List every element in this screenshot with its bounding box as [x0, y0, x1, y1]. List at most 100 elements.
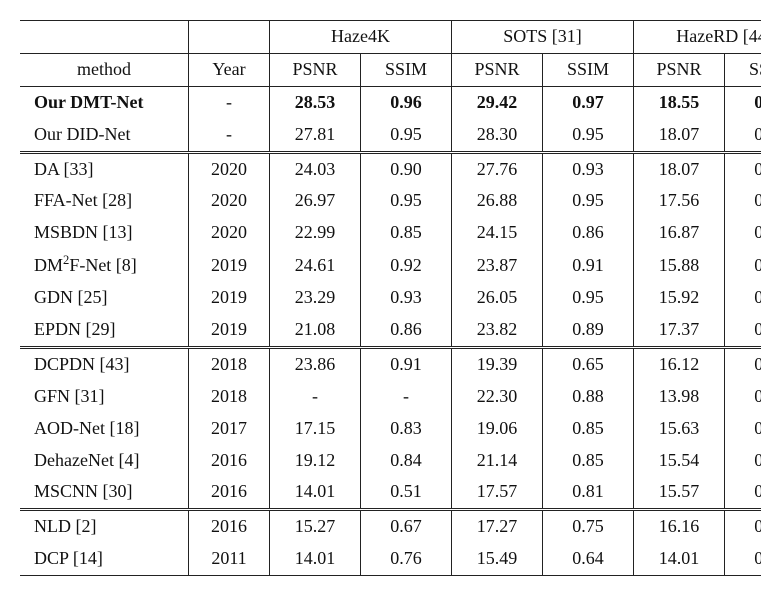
year-cell: 2019 [189, 282, 270, 314]
psnr-cell: 18.55 [634, 86, 725, 118]
ssim-header: SSIM [725, 53, 761, 86]
method-cell: EPDN [29] [20, 314, 189, 347]
psnr-cell: 17.15 [270, 413, 361, 445]
ssim-cell: 0.93 [543, 152, 634, 185]
ssim-cell: 0.84 [725, 119, 761, 152]
method-header: method [20, 53, 189, 86]
psnr-cell: 23.87 [452, 249, 543, 282]
ssim-cell: - [361, 381, 452, 413]
psnr-cell: 26.88 [452, 185, 543, 217]
table-row: Our DID-Net-27.810.9528.300.9518.070.84 [20, 119, 761, 152]
table-row: MSCNN [30]201614.010.5117.570.8115.570.4… [20, 476, 761, 509]
dataset-hazerd: HazeRD [44] [634, 21, 761, 54]
year-cell: - [189, 119, 270, 152]
psnr-header: PSNR [452, 53, 543, 86]
psnr-cell: 16.12 [634, 347, 725, 380]
psnr-cell: 17.56 [634, 185, 725, 217]
psnr-cell: 24.61 [270, 249, 361, 282]
ssim-cell: 0.83 [361, 413, 452, 445]
method-cell: GDN [25] [20, 282, 189, 314]
ssim-cell: 0.86 [361, 314, 452, 347]
ssim-cell: 0.74 [725, 249, 761, 282]
year-cell: 2018 [189, 347, 270, 380]
method-cell: DCPDN [43] [20, 347, 189, 380]
psnr-cell: 18.07 [634, 119, 725, 152]
ssim-cell: 0.85 [725, 86, 761, 118]
method-cell: NLD [2] [20, 510, 189, 543]
year-cell: 2019 [189, 249, 270, 282]
psnr-cell: 26.97 [270, 185, 361, 217]
ssim-cell: 0.95 [543, 185, 634, 217]
ssim-cell: 0.85 [543, 413, 634, 445]
psnr-cell: 28.53 [270, 86, 361, 118]
ssim-cell: 0.67 [361, 510, 452, 543]
ssim-cell: 0.95 [543, 119, 634, 152]
header-datasets-row: Haze4K SOTS [31] HazeRD [44] [20, 21, 761, 54]
table-row: MSBDN [13]202022.990.8524.150.8616.870.7… [20, 217, 761, 249]
ssim-cell: 0.51 [361, 476, 452, 509]
psnr-cell: 15.88 [634, 249, 725, 282]
method-cell: MSBDN [13] [20, 217, 189, 249]
ssim-cell: 0.41 [725, 445, 761, 477]
psnr-cell: 15.27 [270, 510, 361, 543]
ssim-cell: 0.64 [543, 543, 634, 575]
ssim-cell: 0.84 [361, 445, 452, 477]
ssim-cell: 0.42 [725, 476, 761, 509]
ssim-cell: 0.97 [543, 86, 634, 118]
method-cell: FFA-Net [28] [20, 185, 189, 217]
ssim-cell: 0.92 [361, 249, 452, 282]
ssim-cell: 0.85 [543, 445, 634, 477]
table-row: DM2F-Net [8]201924.610.9223.870.9115.880… [20, 249, 761, 282]
ssim-cell: 0.75 [543, 510, 634, 543]
psnr-cell: - [270, 381, 361, 413]
method-cell: MSCNN [30] [20, 476, 189, 509]
table-row: GDN [25]201923.290.9326.050.9515.920.77 [20, 282, 761, 314]
table-row: EPDN [29]201921.080.8623.820.8917.370.56 [20, 314, 761, 347]
ssim-cell: 0.58 [725, 510, 761, 543]
year-cell: 2016 [189, 510, 270, 543]
method-cell: DehazeNet [4] [20, 445, 189, 477]
psnr-header: PSNR [634, 53, 725, 86]
psnr-header: PSNR [270, 53, 361, 86]
dataset-haze4k: Haze4K [270, 21, 452, 54]
table-row: AOD-Net [18]201717.150.8319.060.8515.630… [20, 413, 761, 445]
ssim-cell: 0.34 [725, 347, 761, 380]
year-cell: 2020 [189, 217, 270, 249]
psnr-cell: 17.57 [452, 476, 543, 509]
ssim-cell: 0.95 [361, 185, 452, 217]
year-cell: 2020 [189, 185, 270, 217]
ssim-header: SSIM [543, 53, 634, 86]
table-header: Haze4K SOTS [31] HazeRD [44] method Year… [20, 21, 761, 87]
table-row: NLD [2]201615.270.6717.270.7516.160.58 [20, 510, 761, 543]
ssim-cell: 0.91 [543, 249, 634, 282]
psnr-cell: 29.42 [452, 86, 543, 118]
ssim-cell: 0.76 [361, 543, 452, 575]
year-cell: 2018 [189, 381, 270, 413]
year-cell: 2017 [189, 413, 270, 445]
psnr-cell: 21.14 [452, 445, 543, 477]
table-body: Our DMT-Net-28.530.9629.420.9718.550.85O… [20, 86, 761, 575]
psnr-cell: 15.63 [634, 413, 725, 445]
method-cell: DM2F-Net [8] [20, 249, 189, 282]
psnr-cell: 24.03 [270, 152, 361, 185]
method-cell: Our DMT-Net [20, 86, 189, 118]
table-row: FFA-Net [28]202026.970.9526.880.9517.560… [20, 185, 761, 217]
table-row: Our DMT-Net-28.530.9629.420.9718.550.85 [20, 86, 761, 118]
psnr-cell: 27.76 [452, 152, 543, 185]
psnr-cell: 18.07 [634, 152, 725, 185]
psnr-cell: 15.57 [634, 476, 725, 509]
ssim-cell: 0.37 [725, 381, 761, 413]
ssim-cell: 0.91 [361, 347, 452, 380]
psnr-cell: 17.27 [452, 510, 543, 543]
psnr-cell: 14.01 [634, 543, 725, 575]
year-cell: 2016 [189, 445, 270, 477]
ssim-cell: 0.81 [543, 476, 634, 509]
psnr-cell: 24.15 [452, 217, 543, 249]
ssim-header: SSIM [361, 53, 452, 86]
psnr-cell: 26.05 [452, 282, 543, 314]
header-metrics-row: method Year PSNR SSIM PSNR SSIM PSNR SSI… [20, 53, 761, 86]
year-cell: - [189, 86, 270, 118]
psnr-cell: 22.30 [452, 381, 543, 413]
psnr-cell: 15.54 [634, 445, 725, 477]
psnr-cell: 15.49 [452, 543, 543, 575]
